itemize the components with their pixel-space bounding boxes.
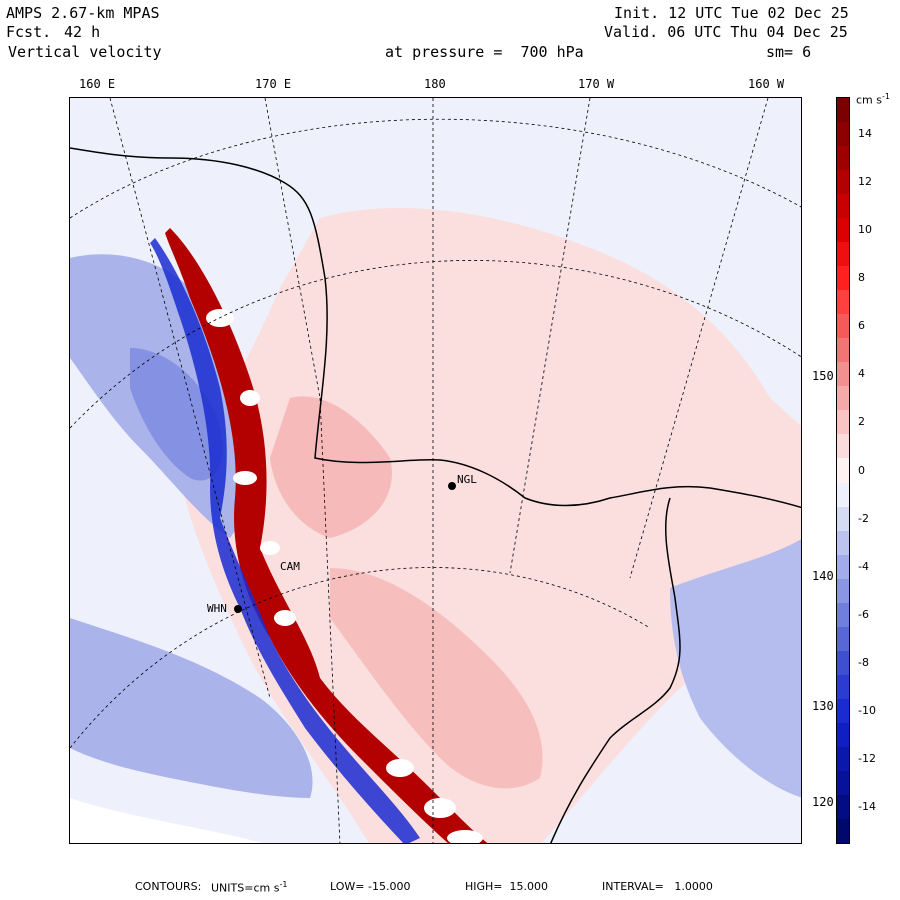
lon-label-160e: 160 E [79, 77, 116, 91]
colorbar-segment [837, 602, 849, 628]
colorbar-tick-label: -12 [858, 751, 876, 765]
colorbar-tick-label: 0 [858, 463, 865, 477]
colorbar-segment [837, 650, 849, 676]
colorbar-tick-label: 14 [858, 127, 872, 141]
station-whn-label: WHN [207, 602, 227, 615]
vertical-velocity-map: NGL WHN CAM [70, 98, 801, 843]
colorbar-tick-label: 12 [858, 175, 872, 189]
colorbar-segment [837, 794, 849, 820]
colorbar-tick-label: 4 [858, 367, 865, 381]
model-title: AMPS 2.67-km MPAS [6, 4, 160, 22]
colorbar-segment [837, 434, 849, 459]
colorbar-tick-label: -8 [858, 655, 869, 669]
colorbar-segment [837, 482, 849, 508]
colorbar-segment [837, 386, 849, 411]
colorbar-segment [837, 194, 849, 219]
station-ngl: NGL [448, 473, 477, 490]
colorbar-segment [837, 266, 849, 291]
colorbar-segment [837, 362, 849, 387]
colorbar-tick-label: -10 [858, 703, 876, 717]
negative-field-southwest [70, 618, 313, 798]
forecast-label: Fcst. [6, 23, 52, 41]
colorbar-tick-label: 2 [858, 415, 865, 429]
station-ngl-label: NGL [457, 473, 477, 486]
footer-contours: CONTOURS: [135, 880, 202, 893]
lon-label-180: 180 [424, 77, 446, 91]
colorbar-segment [837, 674, 849, 700]
colorbar-segment [837, 770, 849, 796]
colorbar-segment [837, 98, 849, 123]
mountain-band-red [165, 228, 488, 843]
footer-high: HIGH= 15.000 [465, 880, 549, 893]
colorbar-tick-label: -4 [858, 559, 869, 573]
smoothing: sm= 6 [766, 43, 812, 61]
pressure-level: at pressure = 700 hPa [385, 43, 584, 61]
colorbar-segment [837, 314, 849, 339]
colorbar-segment [837, 458, 849, 483]
positive-field-mid-2 [330, 568, 543, 789]
field-name: Vertical velocity [8, 43, 162, 61]
colorbar-segment [837, 746, 849, 772]
colorbar-segment [837, 506, 849, 532]
colorbar-tick-label: 6 [858, 319, 865, 333]
colorbar-segment [837, 218, 849, 243]
station-cam-label: CAM [280, 560, 300, 573]
colorbar-unit: cm s-1 [856, 92, 890, 107]
station-cam: CAM [280, 560, 300, 573]
init-time: Init. 12 UTC Tue 02 Dec 25 [614, 4, 849, 22]
map-panel: NGL WHN CAM [69, 97, 802, 844]
colorbar-segment [837, 146, 849, 171]
graticule [70, 98, 801, 843]
footer-interval: INTERVAL= 1.0000 [602, 880, 713, 893]
colorbar-tick-label: -6 [858, 607, 869, 621]
colorbar-segment [837, 722, 849, 748]
colorbar-segment [837, 530, 849, 556]
footer-low: LOW= -15.000 [330, 880, 411, 893]
colorbar-segment [837, 338, 849, 363]
negative-field-west-2 [130, 348, 223, 481]
colorbar-segment [837, 242, 849, 267]
colorbar-segment [837, 410, 849, 435]
valid-time: Valid. 06 UTC Thu 04 Dec 25 [604, 23, 848, 41]
colorbar-segment [837, 578, 849, 604]
station-whn: WHN [207, 602, 242, 615]
colorbar-segment [837, 698, 849, 724]
positive-field-broad [180, 208, 801, 843]
colorbar-segment [837, 554, 849, 580]
coastline-east [550, 497, 681, 843]
colorbar-tick-label: 10 [858, 223, 872, 237]
footer-units: UNITS=cm s-1 [211, 880, 288, 895]
terrain-mask-southwest [70, 798, 263, 843]
colorbar-segment [837, 626, 849, 652]
forecast-hours: 42 h [64, 23, 101, 41]
negative-field-east [670, 539, 801, 798]
positive-field-mid [270, 396, 392, 538]
lon-label-160w: 160 W [748, 77, 785, 91]
coastline [70, 147, 801, 509]
colorbar [836, 97, 850, 844]
colorbar-segment [837, 290, 849, 315]
colorbar-segment [837, 122, 849, 147]
colorbar-tick-label: 8 [858, 271, 865, 285]
colorbar-tick-label: -14 [858, 799, 876, 813]
colorbar-tick-label: -2 [858, 511, 869, 525]
colorbar-segment [837, 170, 849, 195]
colorbar-segment [837, 818, 849, 844]
lon-label-170w: 170 W [578, 77, 615, 91]
lon-label-170e: 170 E [255, 77, 292, 91]
mountain-band-blue [150, 238, 420, 843]
